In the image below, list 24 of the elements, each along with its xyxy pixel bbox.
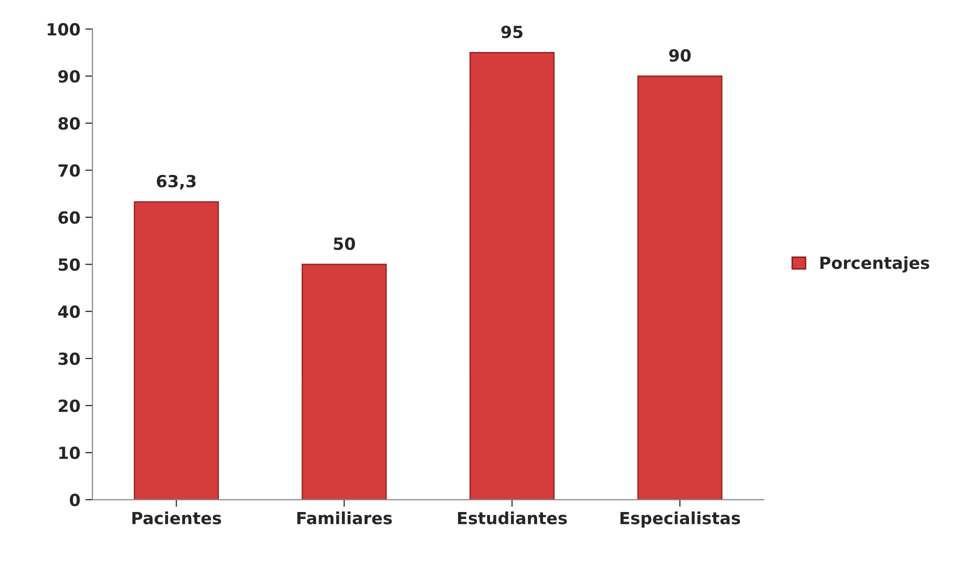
data-label: 50 [334, 237, 355, 250]
y-tick-label: 50 [58, 258, 80, 271]
y-tick-label: 100 [48, 23, 80, 36]
data-label: 95 [501, 26, 522, 38]
y-tick-label: 70 [58, 164, 80, 177]
y-tick-label: 0 [70, 494, 80, 506]
y-tick-label: 90 [58, 70, 80, 83]
bar [637, 76, 722, 500]
bar [134, 201, 219, 500]
y-tick-label: 20 [58, 400, 80, 412]
data-label: 90 [669, 49, 691, 62]
legend-label: Porcentajes [820, 256, 930, 272]
x-tick-label: Pacientes [132, 511, 222, 524]
data-label: 63,3 [156, 174, 196, 190]
y-tick-label: 60 [58, 211, 80, 224]
x-tick-label: Estudiantes [458, 511, 567, 524]
y-tick-label: 40 [58, 305, 80, 318]
bar [470, 52, 555, 500]
bar [302, 264, 387, 500]
y-tick-label: 80 [58, 117, 80, 130]
y-tick-label: 30 [58, 352, 80, 366]
y-tick-label: 10 [59, 446, 80, 460]
x-tick-label: Familiares [297, 511, 392, 524]
x-tick-label: Especialistas [620, 511, 740, 528]
